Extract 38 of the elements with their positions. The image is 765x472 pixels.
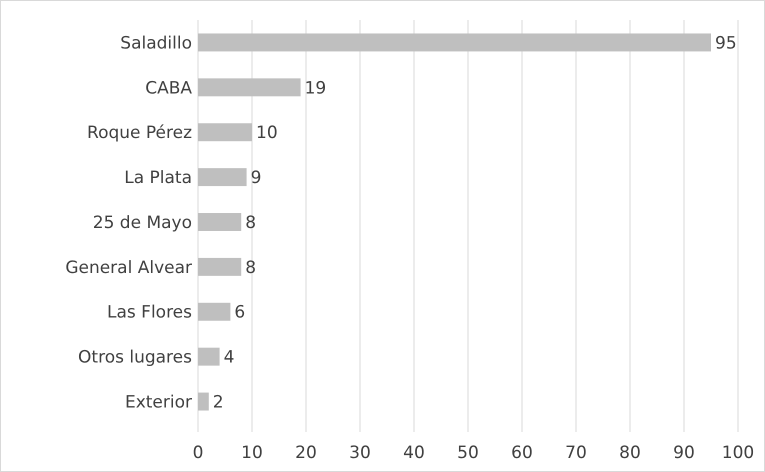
bar xyxy=(198,392,209,411)
x-tick-label: 80 xyxy=(619,443,641,463)
x-tick-label: 20 xyxy=(295,443,317,463)
bar xyxy=(198,78,301,96)
data-label: 8 xyxy=(245,212,256,233)
bar xyxy=(198,33,711,52)
x-tick-label: 10 xyxy=(241,443,263,463)
bar xyxy=(198,168,247,186)
y-tick-label: Las Flores xyxy=(107,302,192,323)
y-tick-label: Saladillo xyxy=(120,33,192,54)
bar xyxy=(198,302,230,321)
data-label: 19 xyxy=(304,78,326,98)
bar xyxy=(198,123,252,142)
bar xyxy=(198,258,242,276)
bar xyxy=(198,348,220,366)
x-tick-label: 50 xyxy=(457,443,479,463)
bar xyxy=(198,213,242,231)
y-tick-label: General Alvear xyxy=(65,258,192,278)
x-tick-label: 0 xyxy=(192,443,204,463)
x-tick-label: 40 xyxy=(403,443,425,463)
x-tick-label: 60 xyxy=(511,443,533,463)
y-tick-label: CABA xyxy=(145,78,192,98)
x-tick-label: 70 xyxy=(565,443,587,463)
data-label: 4 xyxy=(224,348,234,368)
data-label: 10 xyxy=(256,123,278,144)
x-tick-label: 100 xyxy=(722,443,754,463)
y-tick-label: 25 de Mayo xyxy=(92,212,192,233)
x-tick-label: 30 xyxy=(349,443,371,463)
x-tick-label: 90 xyxy=(673,443,695,463)
data-label: 9 xyxy=(250,168,262,188)
y-tick-label: La Plata xyxy=(124,168,192,188)
data-label: 95 xyxy=(715,33,737,54)
y-tick-label: Otros lugares xyxy=(78,348,192,368)
y-tick-label: Roque Pérez xyxy=(87,123,192,144)
data-label: 8 xyxy=(245,258,256,278)
data-label: 6 xyxy=(234,302,246,323)
y-tick-label: Exterior xyxy=(124,392,192,413)
data-label: 2 xyxy=(212,392,224,413)
